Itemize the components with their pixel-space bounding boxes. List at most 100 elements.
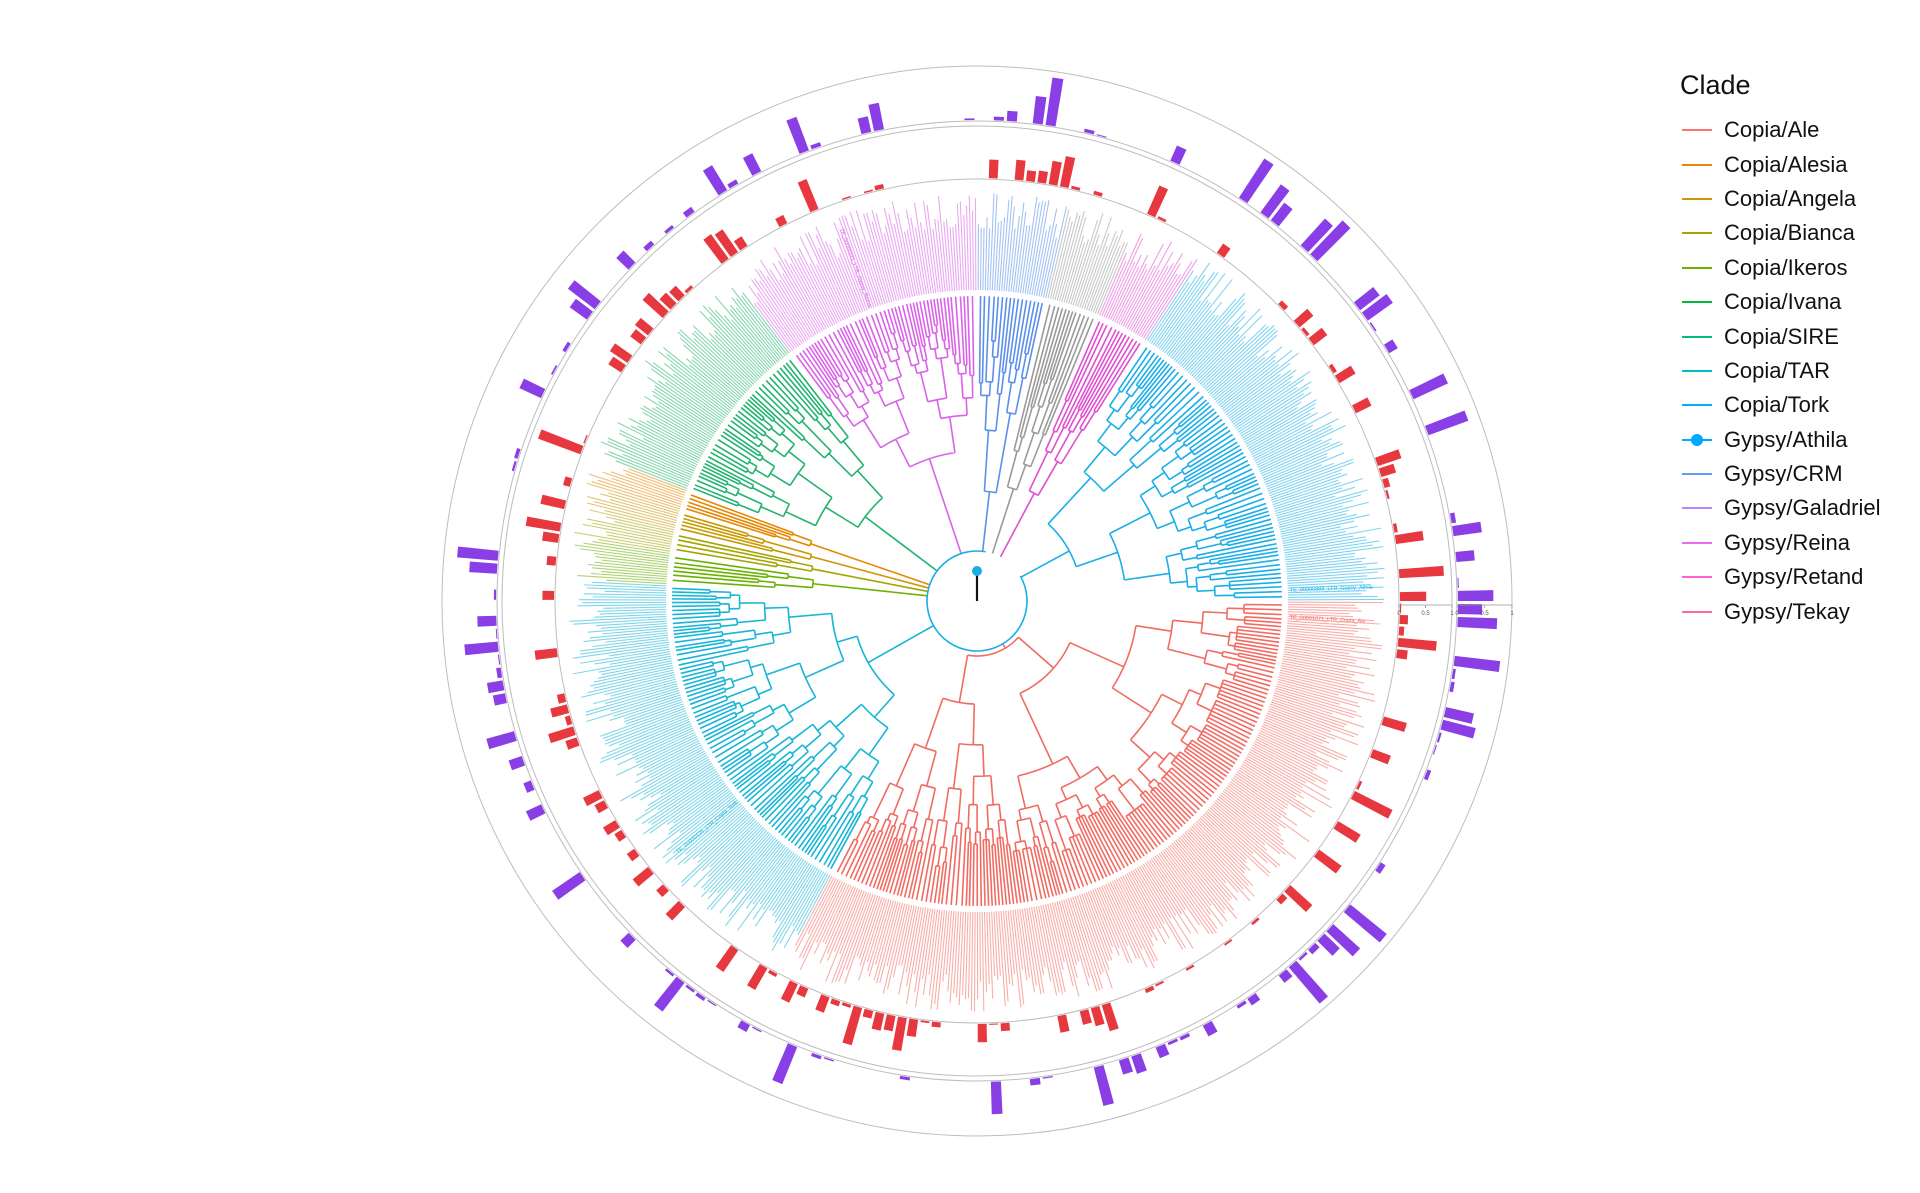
tip-label: [1166, 299, 1209, 355]
histogram-bar: [1352, 397, 1372, 414]
tip-label: [1210, 805, 1281, 867]
tip-label: [1009, 910, 1022, 1008]
tip-label: [591, 481, 681, 510]
tip-label: [797, 252, 836, 325]
tip-label: [697, 813, 751, 864]
tip-label: [592, 637, 669, 648]
tip-label: [1262, 443, 1344, 479]
legend-label: Gypsy/Tekay: [1724, 598, 1850, 624]
tip-label: [923, 201, 937, 293]
histogram-bar: [1436, 732, 1442, 743]
tip-label: [1231, 779, 1298, 826]
tip-label: [709, 820, 758, 868]
tip-label: [594, 501, 677, 524]
tip-label: [1060, 900, 1080, 962]
histogram-bar: [1397, 637, 1437, 651]
tip-label: [922, 909, 936, 995]
histogram-bar: [626, 848, 640, 862]
tip-label: [1107, 882, 1148, 968]
tip-label: [1225, 786, 1280, 828]
tip-label: [1248, 751, 1307, 784]
tip-label: [772, 861, 809, 917]
tip-label: [1274, 486, 1356, 512]
tip-label: [595, 555, 669, 566]
outer-histogram-ring: [457, 77, 1501, 1115]
tip-label: [649, 780, 724, 834]
tip-label: [883, 232, 902, 300]
legend-item: Copia/Alesia: [1680, 147, 1881, 181]
tip-label: [597, 479, 681, 508]
tip-label: [1284, 540, 1380, 556]
tip-label: [731, 319, 773, 368]
histogram-bar: [1452, 521, 1482, 537]
tip-label: [1268, 708, 1332, 733]
tip-label: [1272, 696, 1364, 728]
tip-label: [1115, 878, 1158, 961]
tip-label: [822, 884, 850, 943]
tip-label: [1253, 428, 1312, 460]
legend-swatch: [1682, 430, 1712, 450]
tip-label: [1014, 909, 1024, 970]
legend-swatch: [1682, 223, 1712, 243]
histogram-bar: [1353, 286, 1380, 311]
tip-label: [677, 806, 745, 866]
tip-label: [982, 227, 985, 291]
tip-label: [609, 653, 671, 665]
tip-label: [604, 683, 678, 705]
tip-label: [1132, 262, 1174, 333]
tip-label: [667, 788, 730, 835]
tip-label: [1111, 880, 1155, 969]
tip-label: [1120, 876, 1153, 938]
tip-label: [1171, 309, 1212, 360]
tip-label: [1130, 266, 1169, 332]
tip-label: [1269, 705, 1355, 738]
tip-label: [1105, 883, 1141, 959]
histogram-bar: [1155, 1043, 1170, 1059]
histogram-bar: [564, 715, 573, 726]
tip-label: [1142, 863, 1177, 917]
tip-label: [1252, 424, 1314, 458]
tip-label: [1281, 526, 1341, 540]
tip-label: [1178, 836, 1233, 899]
legend-label: Gypsy/Athila: [1724, 426, 1848, 452]
legend-swatch: [1682, 292, 1712, 312]
histogram-bar: [1238, 158, 1274, 204]
tip-label: [1287, 622, 1370, 630]
tip-label: [583, 542, 670, 557]
tip-label: [838, 893, 872, 982]
histogram-bar: [1334, 365, 1356, 384]
histogram-bar: [1424, 410, 1469, 436]
tip-label: [677, 331, 747, 394]
tip-label: [1217, 355, 1276, 405]
tip-label: [1274, 690, 1362, 718]
tip-label: [815, 882, 846, 944]
tip-label: [580, 548, 669, 561]
tip-label: [914, 908, 929, 993]
tip-label: [1154, 274, 1206, 347]
tip-label: [1270, 703, 1359, 736]
tip-label: [1287, 611, 1350, 615]
tip-label: [1184, 302, 1246, 370]
tip-label: [590, 667, 674, 687]
histogram-bar: [1453, 655, 1501, 673]
tip-label: [609, 499, 678, 519]
tip-label: [1286, 557, 1366, 568]
tip-label: [587, 496, 677, 522]
ring-guide-circle: [554, 178, 1400, 1024]
tip-label: [601, 559, 668, 568]
tip-label: [596, 620, 667, 627]
tip-label: [1287, 603, 1356, 606]
tip-label: [964, 911, 969, 1000]
histogram-bar: [643, 240, 655, 252]
histogram-bar: [477, 615, 497, 627]
tip-label: [1261, 725, 1339, 761]
tip-label: [1092, 245, 1121, 313]
tip-label: [699, 310, 763, 377]
tip-label: [807, 878, 837, 935]
histogram-bar: [540, 494, 567, 510]
tip-label: [930, 909, 943, 1010]
tip-label: [1279, 674, 1356, 694]
tip-label: [1109, 881, 1143, 950]
tip-label: [1273, 692, 1354, 719]
histogram-bar: [1093, 1065, 1114, 1107]
